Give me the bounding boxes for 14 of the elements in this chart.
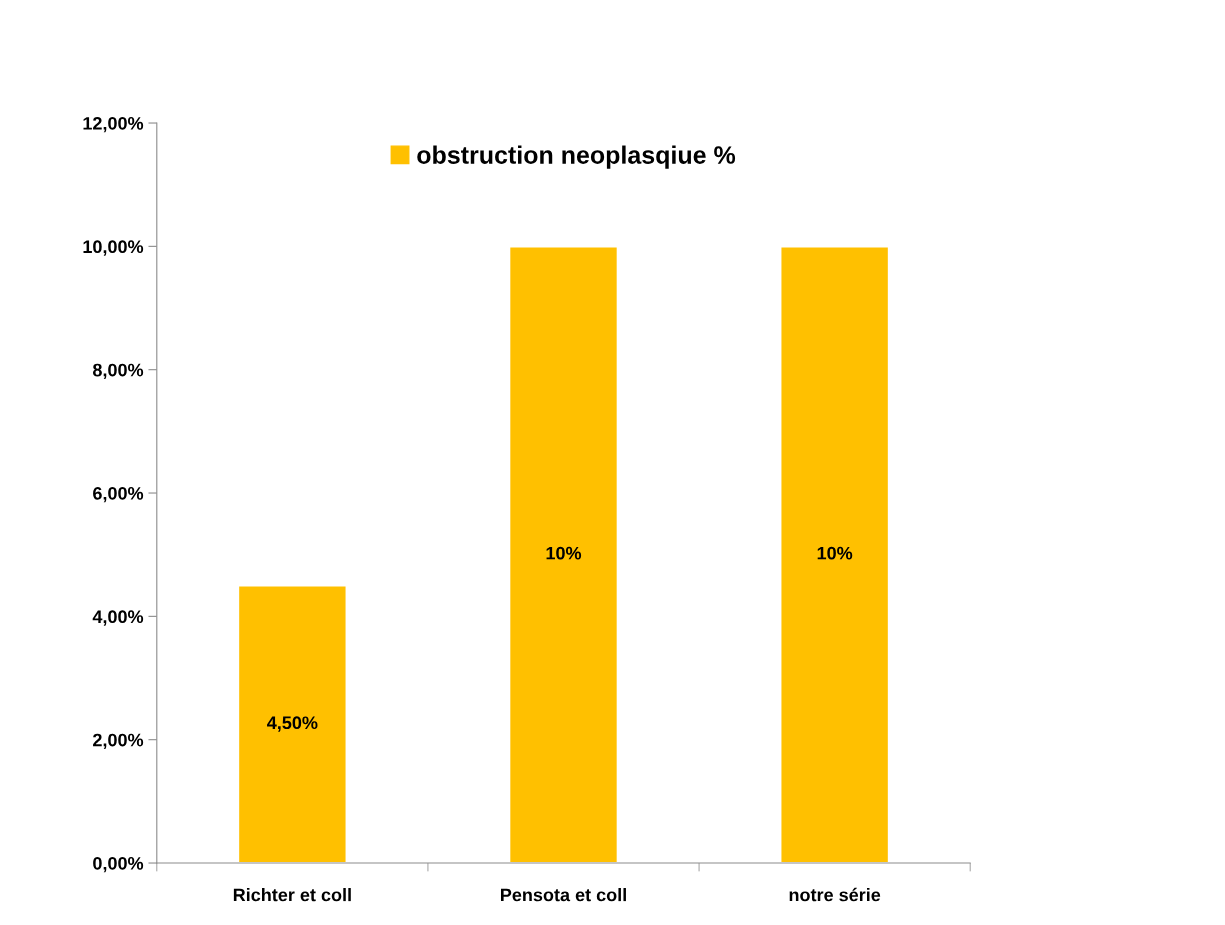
y-tick-label: 0,00% [93,856,144,873]
y-tick-label: 8,00% [92,363,144,380]
y-tick-label: 6,00% [93,486,144,503]
x-tick-label: notre série [789,887,881,902]
x-tick-label: Pensota et coll [501,888,626,902]
x-tick-label: Richter et coll [233,888,351,902]
y-tick-label: 10,00% [83,240,144,256]
y-tick-label: 2,00% [93,733,144,750]
data-label: 4,50% [267,716,318,732]
data-label: 10% [546,546,582,560]
y-tick-label: 12,00% [83,116,144,133]
data-label: 10% [817,546,853,560]
y-tick-label: 4,00% [92,610,144,626]
legend-label: obstruction neoplasqiue % [417,145,736,169]
